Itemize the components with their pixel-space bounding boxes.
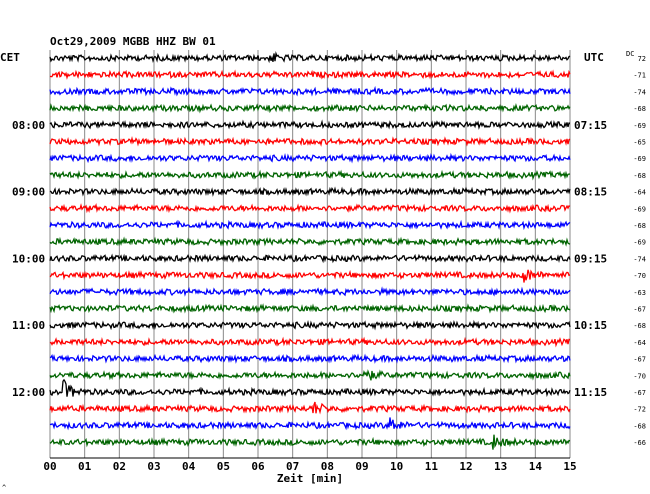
hour-label-right-2: 09:15: [574, 252, 607, 265]
x-axis-ticks: 00 01 02 03 04 05 06 07 08 09 10 11 12 13 14 15: [43, 460, 576, 473]
trace-row-13: [49, 269, 571, 283]
dc-offset-20: -67: [633, 389, 646, 397]
x-tick-label-1: 01: [78, 460, 92, 473]
hour-label-right-1: 08:15: [574, 186, 607, 199]
dc-offset-17: -64: [633, 339, 646, 347]
dc-offset-0: 72: [638, 55, 646, 63]
dc-offset-16: -68: [633, 322, 646, 330]
dc-offset-18: -67: [633, 356, 646, 364]
x-tick-label-7: 07: [286, 460, 299, 473]
dc-offset-13: -70: [633, 272, 646, 280]
trace-row-8: [49, 186, 571, 197]
dc-offset-21: -72: [633, 406, 646, 414]
trace-row-22: [49, 417, 571, 431]
trace-row-6: [49, 152, 571, 164]
x-tick-label-2: 02: [113, 460, 126, 473]
dc-label: DC: [626, 50, 634, 58]
trace-row-23: [49, 434, 571, 450]
trace-row-3: [49, 102, 571, 114]
corner-mark: ^: [2, 484, 6, 492]
dc-offset-5: -65: [633, 139, 646, 147]
seismic-traces: [49, 51, 571, 450]
x-tick-label-11: 11: [425, 460, 439, 473]
trace-row-2: [49, 85, 571, 97]
dc-offset-2: -74: [633, 88, 646, 96]
dc-offset-9: -69: [633, 205, 646, 213]
x-tick-label-6: 06: [251, 460, 265, 473]
dc-offset-11: -69: [633, 239, 646, 247]
right-timezone-label: UTC: [584, 51, 604, 64]
trace-row-17: [49, 336, 571, 348]
trace-row-11: [49, 236, 571, 247]
trace-row-0: [49, 51, 571, 64]
dc-offset-22: -68: [633, 422, 646, 430]
hour-label-right-3: 10:15: [574, 319, 607, 332]
trace-row-21: [49, 401, 571, 415]
x-tick-label-12: 12: [459, 460, 472, 473]
dc-offset-19: -70: [633, 372, 646, 380]
x-tick-label-13: 13: [494, 460, 507, 473]
hour-label-left-3: 11:00: [12, 319, 45, 332]
trace-row-14: [49, 286, 571, 297]
dc-offset-23: -66: [633, 439, 646, 447]
dc-offset-14: -63: [633, 289, 646, 297]
left-timezone-label: CET: [0, 51, 20, 64]
trace-row-15: [49, 303, 571, 314]
dc-offset-8: -64: [633, 189, 646, 197]
x-tick-label-3: 03: [147, 460, 160, 473]
dc-offset-15: -67: [633, 306, 646, 314]
dc-offset-4: -69: [633, 122, 646, 130]
trace-row-5: [49, 136, 571, 147]
trace-row-20: [49, 378, 571, 398]
trace-row-9: [49, 202, 571, 214]
dc-offset-7: -68: [633, 172, 646, 180]
dc-offset-3: -68: [633, 105, 646, 113]
x-tick-label-8: 08: [321, 460, 334, 473]
hour-label-left-4: 12:00: [12, 386, 45, 399]
x-tick-label-15: 15: [563, 460, 576, 473]
hour-label-left-1: 09:00: [12, 186, 45, 199]
x-tick-label-0: 00: [43, 460, 56, 473]
hour-label-right-0: 07:15: [574, 119, 607, 132]
trace-row-10: [49, 219, 571, 231]
trace-row-16: [49, 319, 571, 331]
row-labels: 08:00 09:00 10:00 11:00 12:00 07:15 08:15 09:15…: [12, 55, 646, 447]
trace-row-1: [49, 69, 571, 80]
chart-title: Oct29,2009 MGBB HHZ BW 01: [50, 35, 216, 48]
dc-offset-12: -74: [633, 255, 646, 263]
x-tick-label-4: 04: [182, 460, 196, 473]
x-tick-label-5: 05: [217, 460, 230, 473]
dc-offset-6: -69: [633, 155, 646, 163]
dc-offset-1: -71: [633, 72, 646, 80]
trace-row-12: [49, 253, 571, 264]
hour-label-left-0: 08:00: [12, 119, 45, 132]
trace-row-18: [49, 353, 571, 364]
x-tick-label-9: 09: [355, 460, 368, 473]
trace-row-7: [49, 169, 571, 181]
x-tick-label-14: 14: [529, 460, 543, 473]
trace-row-4: [49, 119, 571, 130]
hour-label-right-4: 11:15: [574, 386, 607, 399]
x-tick-label-10: 10: [390, 460, 403, 473]
x-axis-label: Zeit [min]: [277, 472, 343, 485]
trace-row-19: [49, 369, 571, 381]
dc-offset-10: -68: [633, 222, 646, 230]
hour-label-left-2: 10:00: [12, 252, 45, 265]
